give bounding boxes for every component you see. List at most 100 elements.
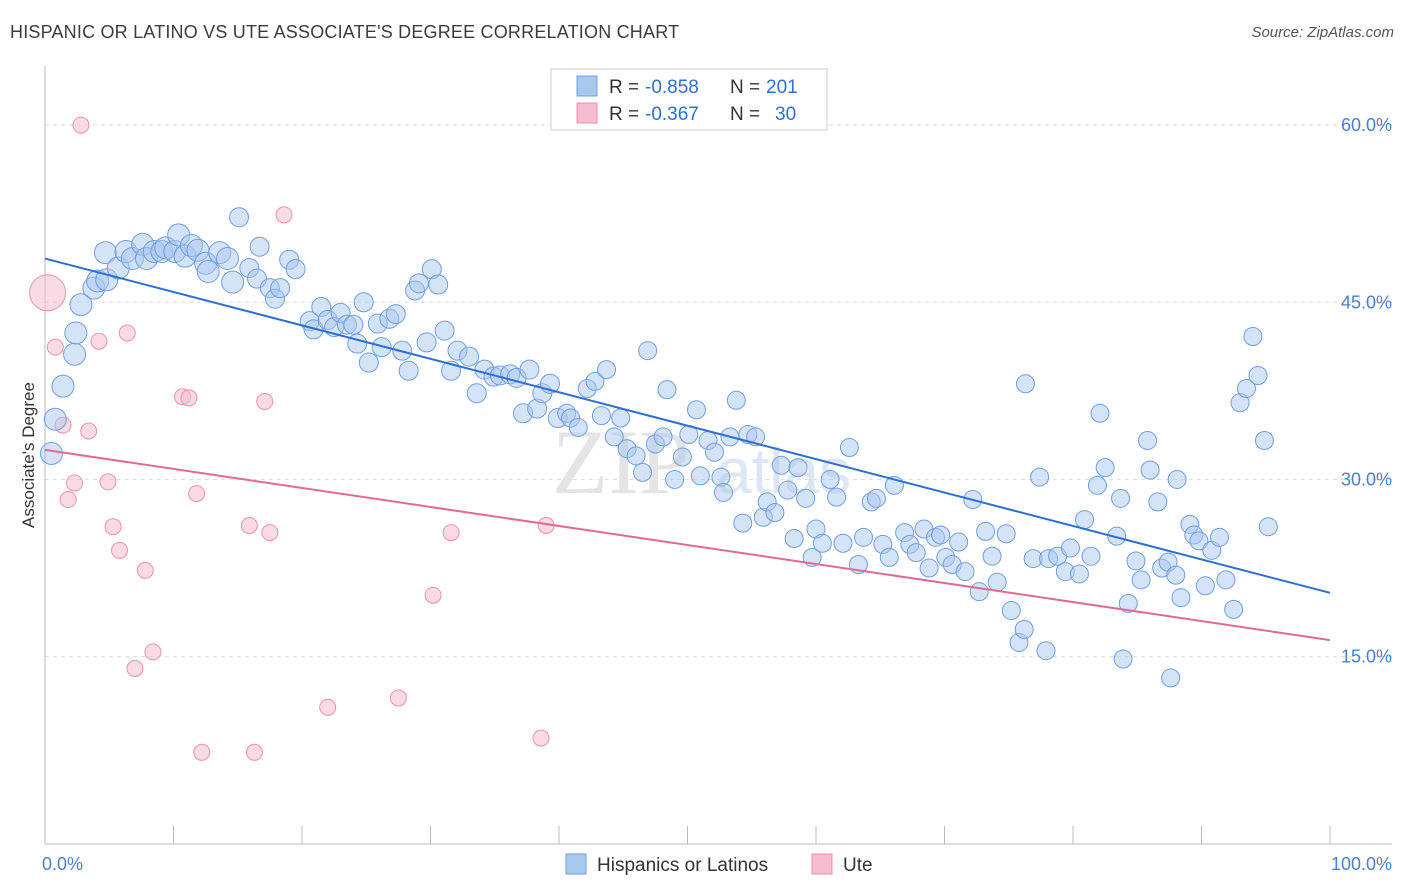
hispanic-point (1171, 588, 1191, 608)
hispanic-point (568, 417, 588, 437)
hispanic-point (466, 383, 487, 404)
x-tick-label-1: 100.0% (1331, 854, 1392, 874)
ute-point (389, 689, 407, 707)
hispanic-point (1087, 475, 1107, 495)
hispanic-point (1107, 526, 1127, 546)
ute-point (275, 206, 293, 224)
hispanic-point (854, 527, 874, 547)
hispanic-point (1243, 327, 1263, 347)
hispanic-point (1090, 403, 1110, 423)
hispanic-point (1224, 599, 1244, 619)
legend-r-value-1: -0.858 (645, 77, 699, 98)
hispanic-point (996, 524, 1016, 544)
bottom-legend-label-hispanic: Hispanics or Latinos (597, 855, 768, 876)
hispanic-point (653, 427, 673, 447)
hispanic-point (358, 352, 379, 373)
hispanic-point (416, 332, 437, 353)
hispanic-point (1258, 517, 1278, 537)
hispanic-point (1209, 527, 1229, 547)
hispanic-point (839, 438, 859, 458)
x-tick-label-0: 0.0% (42, 854, 83, 874)
hispanic-point (833, 533, 853, 553)
hispanic-point (434, 320, 455, 341)
hispanic-point (343, 314, 364, 335)
hispanic-point (657, 380, 677, 400)
hispanic-point (633, 462, 653, 482)
legend-box: R = -0.858 N = 201 R = -0.367 N = 30 (550, 68, 828, 131)
legend-swatch-pink (576, 102, 598, 124)
hispanic-point (1166, 565, 1186, 585)
ute-point (99, 473, 117, 491)
hispanic-point (39, 441, 63, 465)
bottom-legend-swatch-pink (811, 853, 833, 875)
ute-point (442, 524, 460, 542)
ute-point (144, 643, 162, 661)
hispanic-point (215, 247, 239, 271)
hispanic-point (43, 407, 67, 431)
ute-point (46, 338, 64, 356)
ute-point (188, 485, 206, 503)
ute-point (111, 541, 129, 559)
ute-point (240, 517, 258, 535)
hispanic-point (976, 521, 996, 541)
legend-r-value-2: -0.367 (645, 104, 699, 125)
ute-point (90, 332, 108, 350)
hispanic-point (686, 400, 706, 420)
hispanic-point (638, 341, 658, 361)
hispanic-point (665, 469, 685, 489)
hispanic-point (1189, 531, 1209, 551)
hispanic-point (788, 458, 808, 478)
hispanic-point (1254, 430, 1274, 450)
hispanic-point (428, 274, 449, 295)
ute-point (180, 389, 198, 407)
ute-point (29, 274, 67, 312)
hispanic-point (949, 532, 969, 552)
hispanic-point (221, 270, 245, 294)
ute-trend-line (44, 448, 1331, 642)
hispanic-point (906, 543, 926, 563)
trend-lines (44, 257, 1331, 642)
hispanic-point (1131, 570, 1151, 590)
legend-n-label-1: N = (730, 77, 760, 98)
ute-point (80, 422, 98, 440)
hispanic-point (519, 359, 540, 380)
hispanic-point (726, 390, 746, 410)
ute-point (118, 324, 136, 342)
hispanic-point (704, 442, 724, 462)
hispanic-point (398, 360, 419, 381)
hispanic-point (285, 259, 306, 280)
hispanic-point (1248, 365, 1268, 385)
ute-point (126, 659, 144, 677)
ute-point (261, 524, 279, 542)
y-tick-label-2: 45.0% (1341, 292, 1392, 312)
hispanic-point (1081, 546, 1101, 566)
hispanic-point (229, 207, 250, 228)
hispanic-point (672, 447, 692, 467)
hispanic-point (347, 333, 368, 354)
ute-point (256, 392, 274, 410)
hispanic-point (955, 562, 975, 582)
hispanic-point (1095, 458, 1115, 478)
hispanic-point (64, 321, 88, 345)
hispanic-point (771, 455, 791, 475)
legend-n-value-1: 201 (766, 77, 798, 98)
hispanic-point (1118, 593, 1138, 613)
hispanic-point (733, 513, 753, 533)
hispanic-point (1161, 668, 1181, 688)
hispanic-point (1113, 649, 1133, 669)
hispanic-point (713, 482, 733, 502)
hispanic-point (69, 293, 93, 317)
hispanic-point (765, 503, 785, 523)
hispanic-point (812, 533, 832, 553)
hispanic-point (987, 572, 1007, 592)
grid-lines (45, 124, 1392, 658)
chart-title: HISPANIC OR LATINO VS UTE ASSOCIATE'S DE… (10, 22, 680, 42)
hispanic-point (249, 236, 270, 257)
hispanic-point (604, 427, 624, 447)
bottom-legend-swatch-blue (565, 853, 587, 875)
bottom-legend: Hispanics or Latinos Ute (565, 853, 873, 876)
hispanic-point (969, 582, 989, 602)
hispanic-point (385, 304, 406, 325)
ute-point (66, 474, 84, 492)
hispanic-point (626, 446, 646, 466)
